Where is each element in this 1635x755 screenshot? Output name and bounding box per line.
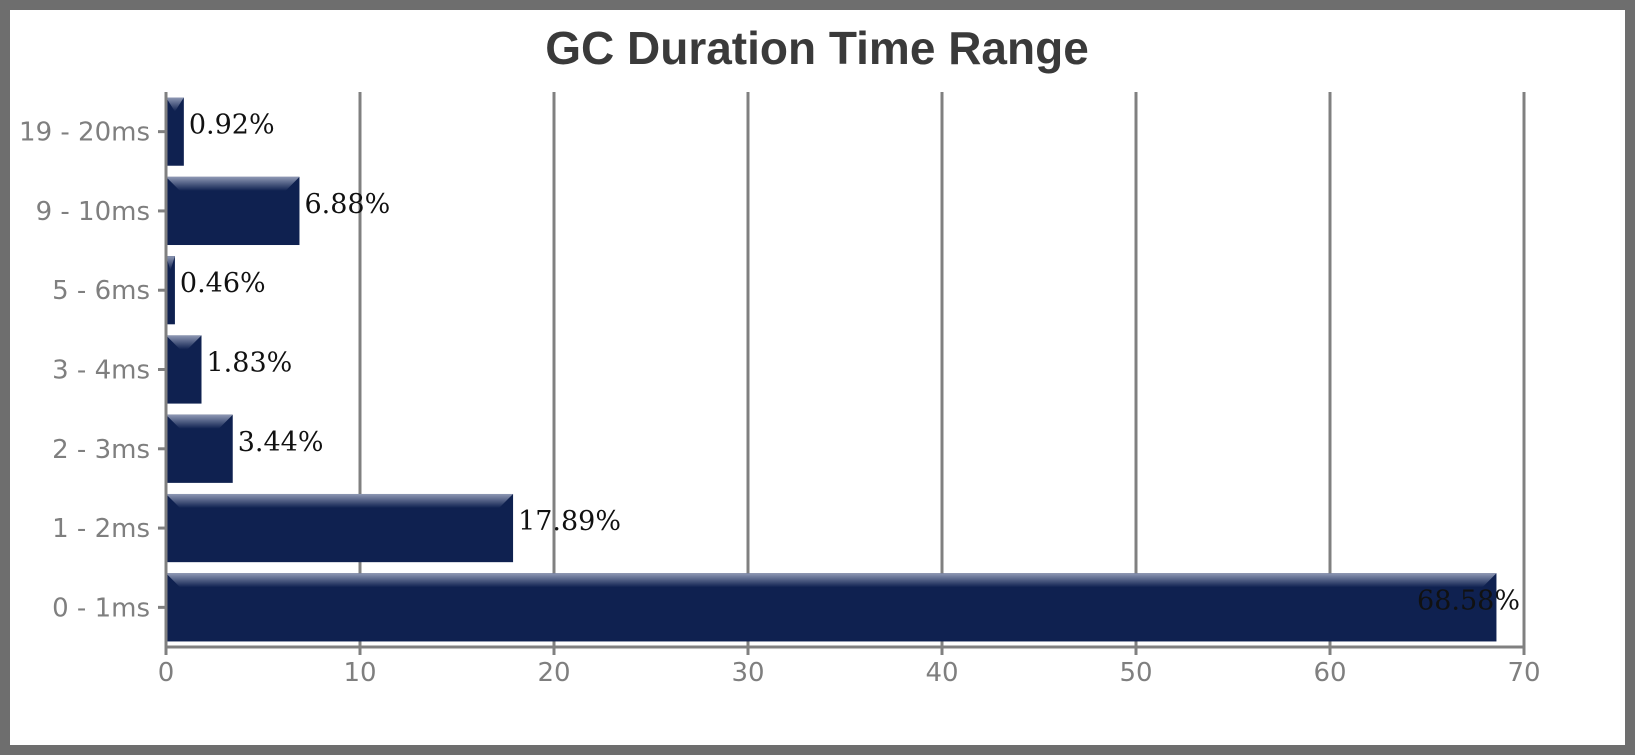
x-tick-label: 0 [158, 658, 175, 688]
data-label: 0.92% [189, 110, 275, 141]
y-tick-label: 2 - 3ms [52, 435, 150, 465]
bars [166, 97, 1497, 642]
y-tick-label: 5 - 6ms [52, 276, 150, 306]
data-label: 3.44% [238, 427, 324, 458]
bar-bevel [166, 97, 184, 112]
x-tick-label: 10 [343, 658, 376, 688]
bar-3-4ms [166, 335, 202, 404]
bar-bevel [166, 335, 202, 350]
data-label: 6.88% [304, 189, 390, 220]
bar-2-3ms [166, 414, 233, 483]
x-tick-label: 30 [731, 658, 764, 688]
grid-lines [358, 92, 1526, 647]
y-tick-label: 0 - 1ms [52, 593, 150, 623]
bar-chart: GC Duration Time Range 0 10 20 30 40 50 60 70 19… [19, 22, 1541, 688]
data-label: 17.89% [518, 506, 621, 537]
chart-title: GC Duration Time Range [545, 22, 1089, 74]
axes [158, 92, 1526, 655]
bar-bevel [166, 414, 233, 429]
y-tick-label: 19 - 20ms [19, 118, 150, 148]
bar-bevel [166, 493, 514, 508]
bar-body [166, 97, 184, 166]
y-tick-label: 3 - 4ms [52, 356, 150, 386]
x-tick-label: 50 [1119, 658, 1152, 688]
y-tick-label: 1 - 2ms [52, 514, 150, 544]
bar-bevel [166, 573, 1497, 588]
labels: 0 10 20 30 40 50 60 70 19 - 20ms 0.92% 9 - 10ms 6.8… [19, 110, 1541, 688]
x-tick-label: 70 [1507, 658, 1540, 688]
bar-5-6ms [166, 256, 175, 325]
x-tick-label: 40 [925, 658, 958, 688]
x-tick-label: 60 [1313, 658, 1346, 688]
bar-19-20ms [166, 97, 184, 166]
data-label: 0.46% [180, 268, 266, 299]
bar-0-1ms [166, 573, 1497, 642]
y-tick-label: 9 - 10ms [36, 197, 150, 227]
data-label: 68.58% [1417, 585, 1520, 616]
bar-9-10ms [166, 176, 300, 246]
data-label: 1.83% [207, 348, 293, 379]
bar-body [166, 256, 175, 325]
bar-bevel [166, 256, 175, 271]
bar-1-2ms [166, 493, 514, 563]
bar-bevel [166, 176, 300, 191]
x-tick-label: 20 [537, 658, 570, 688]
